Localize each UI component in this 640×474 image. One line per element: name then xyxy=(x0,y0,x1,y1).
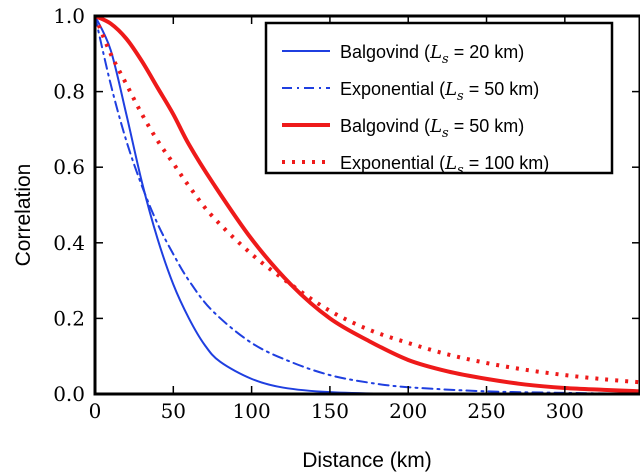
y-tick-label: 0.2 xyxy=(53,306,85,330)
legend-label-1: Balgovind (Ls = 20 km) xyxy=(340,42,524,67)
x-tick-label: 200 xyxy=(389,399,427,423)
x-tick-label: 0 xyxy=(89,399,102,423)
x-tick-label: 300 xyxy=(546,399,584,423)
legend-label-4: Exponential (Ls = 100 km) xyxy=(340,153,549,178)
x-axis-title: Distance (km) xyxy=(302,449,432,472)
x-tick-label: 250 xyxy=(467,399,505,423)
y-tick-label: 0.4 xyxy=(53,231,85,255)
legend: Balgovind (Ls = 20 km) Exponential (Ls = … xyxy=(264,21,614,178)
axes-layer: 0 50 100 150 200 250 300 0.0 0.2 0.4 0.6 0.8 1.0 xyxy=(53,4,640,423)
series-line-3 xyxy=(95,16,640,394)
y-tick-label: 1.0 xyxy=(53,4,85,28)
y-tick-label: 0.6 xyxy=(53,155,85,179)
x-tick-label: 100 xyxy=(233,399,271,423)
y-tick-label: 0.8 xyxy=(53,80,85,104)
x-tick-label: 150 xyxy=(311,399,349,423)
y-tick-label: 0.0 xyxy=(53,382,85,406)
legend-box xyxy=(264,21,614,175)
legend-label-2: Exponential (Ls = 50 km) xyxy=(340,79,539,104)
x-tick-label: 50 xyxy=(161,399,186,423)
series-line-1 xyxy=(95,16,640,394)
legend-label-3: Balgovind (Ls = 50 km) xyxy=(340,116,524,141)
series-line-2 xyxy=(95,16,640,394)
series-layer xyxy=(95,16,640,394)
y-axis-title: Correlation xyxy=(12,164,35,267)
plot-frame xyxy=(93,14,640,396)
